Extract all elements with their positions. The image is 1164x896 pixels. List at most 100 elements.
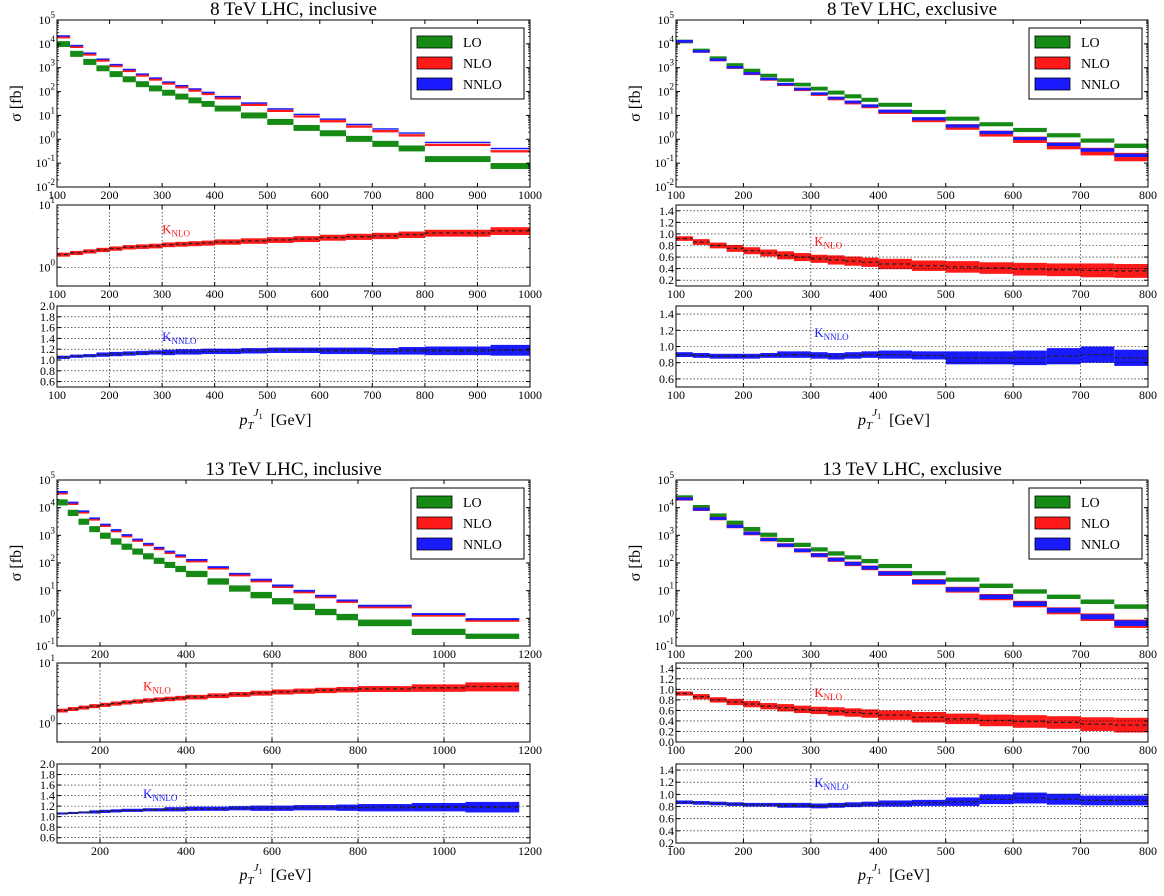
series-band-nnlo (250, 578, 272, 581)
x-tick-label: 100 (48, 188, 66, 202)
ratio-band-nnlo (78, 811, 90, 814)
y-tick-label: 101 (39, 105, 56, 122)
series-band-nnlo (214, 95, 241, 98)
ratio-band-nlo (57, 252, 71, 257)
ratio-band-nnlo (175, 807, 186, 812)
series-band-nnlo (945, 587, 980, 592)
y-tick-label: 101 (658, 105, 675, 122)
series-band-nlo (372, 130, 399, 133)
x-tick-label: 300 (802, 844, 820, 858)
ratio-band-nnlo (100, 809, 111, 813)
ratio-band-nlo (358, 686, 412, 692)
legend-swatch-lo (1034, 35, 1071, 49)
x-tick-label: 400 (869, 188, 887, 202)
ratio-band-nlo (121, 700, 133, 705)
series-band-lo (70, 50, 84, 57)
series-band-nnlo (810, 553, 828, 557)
series-band-nnlo (148, 77, 163, 79)
series-band-lo (358, 619, 412, 627)
x-tick-label: 100 (667, 287, 685, 301)
main-plot (676, 495, 1148, 628)
series-band-nnlo (109, 63, 123, 66)
series-band-lo (777, 78, 794, 82)
x-tick-label: 700 (1072, 743, 1090, 757)
series-band-lo (424, 156, 491, 163)
series-band-lo (979, 122, 1014, 127)
x-tick-label: 900 (468, 287, 486, 301)
series-band-nnlo (121, 534, 133, 536)
series-band-lo (214, 105, 241, 112)
ratio-band-nlo (175, 695, 186, 701)
ratio2-plot: KNNLO (676, 775, 1148, 809)
y-tick-label: 102 (658, 82, 675, 99)
series-band-nnlo (175, 554, 186, 557)
x-tick-label: 700 (363, 388, 381, 402)
legend: LO NLO NNLO (410, 27, 525, 100)
y-tick-label: 104 (658, 34, 675, 51)
ratio-band-nlo (293, 236, 320, 243)
ratio-band-nlo (411, 684, 466, 692)
series-band-lo (186, 570, 208, 578)
ratio-band-nlo (490, 227, 530, 235)
series-band-nlo (293, 115, 320, 118)
series-band-nlo (293, 591, 315, 594)
y-tick-label: 1.4 (40, 331, 55, 345)
x-tick-label: 300 (153, 388, 171, 402)
series-band-lo (979, 583, 1014, 588)
series-band-lo (398, 145, 425, 152)
ratio-band-nnlo (67, 811, 79, 815)
series-band-lo (121, 543, 133, 550)
series-band-nlo (153, 548, 165, 551)
y-tick-label: 1.0 (659, 227, 674, 241)
x-tick-label: 100 (667, 743, 685, 757)
series-band-lo (760, 532, 778, 537)
axes-frame (56, 763, 531, 844)
ratio-band-nnlo (214, 348, 241, 355)
y-tick-label: 102 (39, 553, 56, 570)
legend-label: LO (463, 36, 482, 51)
series-band-lo (794, 82, 811, 87)
series-band-nnlo (1080, 614, 1115, 620)
series-band-nlo (229, 574, 251, 577)
ratio-band-nlo (110, 701, 122, 706)
y-tick-label: 1.4 (40, 789, 55, 803)
series-band-nnlo (162, 81, 176, 83)
x-tick-label: 1000 (518, 287, 542, 301)
x-tick-label: 300 (802, 647, 820, 661)
legend-swatch-nnlo (416, 77, 453, 91)
ratio1-plot: KNLO (676, 234, 1148, 278)
x-tick-label: 600 (1004, 188, 1022, 202)
x-tick-label: 600 (1004, 844, 1022, 858)
series-band-nlo (132, 539, 143, 542)
series-band-nnlo (411, 613, 466, 615)
series-band-lo (743, 527, 761, 532)
ratio-band-nlo (188, 241, 202, 247)
legend-label: LO (1081, 496, 1100, 511)
x-tick-label: 700 (1072, 647, 1090, 661)
y-tick-label: 105 (39, 10, 56, 27)
y-tick-label: 1.6 (40, 778, 55, 792)
k-factor-label: KNNLO (814, 775, 849, 792)
y-tick-label: 0.8 (40, 820, 55, 834)
x-tick-label: 500 (937, 743, 955, 757)
series-band-nnlo (794, 548, 811, 552)
y-tick-label: 0.8 (659, 356, 674, 370)
ratio2-axes: 100 200 300 400 500 600 700 800 0.6 0.8 1.0 1.2 1.4 (659, 305, 1157, 402)
series-band-lo (315, 608, 337, 616)
x-tick-label: 200 (101, 188, 119, 202)
series-band-lo (250, 591, 272, 599)
ratio-band-nlo (100, 702, 111, 707)
x-tick-label: 300 (153, 188, 171, 202)
legend-label: NNLO (1081, 538, 1120, 553)
x-tick-label: 400 (869, 844, 887, 858)
y-tick-label: 100 (39, 129, 56, 146)
y-tick-label: 0.4 (659, 824, 674, 838)
series-band-lo (411, 628, 466, 635)
k-factor-label: KNLO (814, 685, 842, 702)
ratio-band-nnlo (201, 348, 215, 355)
series-band-nnlo (164, 550, 176, 553)
series-band-nlo (398, 134, 425, 137)
series-band-nnlo (346, 123, 373, 126)
series-band-nnlo (358, 604, 412, 607)
series-band-nlo (143, 544, 154, 547)
